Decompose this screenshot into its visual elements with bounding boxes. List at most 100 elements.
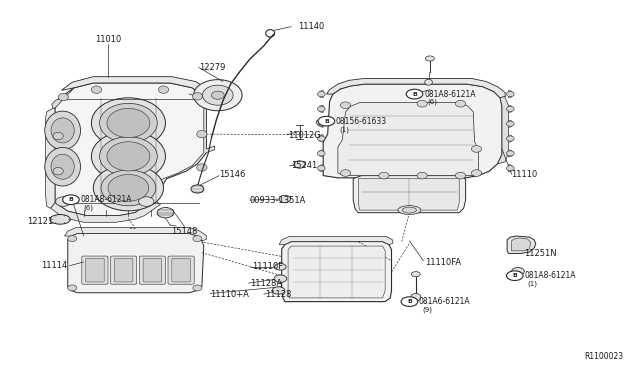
Ellipse shape	[379, 172, 389, 179]
Text: 11251N: 11251N	[524, 249, 557, 258]
Text: (9): (9)	[422, 307, 432, 313]
Ellipse shape	[193, 80, 242, 111]
Ellipse shape	[506, 166, 514, 171]
Text: 081A8-6121A: 081A8-6121A	[524, 271, 576, 280]
Ellipse shape	[506, 121, 514, 126]
FancyBboxPatch shape	[140, 256, 166, 284]
Ellipse shape	[403, 207, 417, 213]
Ellipse shape	[56, 197, 71, 206]
Ellipse shape	[317, 151, 325, 156]
Ellipse shape	[417, 100, 428, 107]
Ellipse shape	[412, 272, 420, 277]
Text: B: B	[412, 92, 417, 97]
Polygon shape	[319, 90, 323, 98]
Circle shape	[401, 297, 418, 307]
Ellipse shape	[196, 131, 207, 138]
Polygon shape	[508, 105, 513, 113]
Ellipse shape	[317, 121, 325, 126]
Ellipse shape	[506, 151, 514, 156]
Ellipse shape	[108, 174, 148, 201]
Ellipse shape	[411, 294, 421, 301]
FancyBboxPatch shape	[82, 256, 108, 284]
Text: 11110+A: 11110+A	[210, 290, 249, 299]
Ellipse shape	[157, 208, 173, 218]
Polygon shape	[508, 120, 513, 128]
Text: 11110FA: 11110FA	[426, 258, 461, 267]
Polygon shape	[279, 236, 393, 244]
Text: 11012G: 11012G	[288, 131, 321, 141]
Polygon shape	[508, 90, 513, 98]
Polygon shape	[45, 108, 55, 208]
Ellipse shape	[58, 93, 68, 101]
Polygon shape	[319, 164, 323, 172]
Polygon shape	[358, 179, 460, 210]
Text: (6): (6)	[84, 205, 93, 211]
Ellipse shape	[506, 106, 514, 112]
Ellipse shape	[192, 93, 202, 100]
FancyBboxPatch shape	[86, 258, 104, 282]
Ellipse shape	[92, 98, 166, 148]
Text: 081A8-6121A: 081A8-6121A	[424, 90, 476, 99]
FancyBboxPatch shape	[172, 258, 190, 282]
Polygon shape	[338, 103, 478, 176]
Circle shape	[406, 89, 423, 99]
Polygon shape	[319, 150, 323, 157]
FancyBboxPatch shape	[115, 258, 133, 282]
Ellipse shape	[471, 170, 481, 176]
Ellipse shape	[274, 275, 287, 282]
Polygon shape	[508, 164, 513, 172]
Circle shape	[506, 271, 523, 280]
Ellipse shape	[45, 147, 81, 186]
FancyBboxPatch shape	[168, 256, 194, 284]
Polygon shape	[508, 135, 513, 142]
Polygon shape	[65, 228, 206, 241]
Text: (1): (1)	[527, 280, 538, 287]
Ellipse shape	[193, 285, 202, 291]
Ellipse shape	[317, 166, 325, 171]
Ellipse shape	[68, 285, 77, 291]
Ellipse shape	[107, 108, 150, 138]
Text: 12121: 12121	[27, 217, 53, 226]
Polygon shape	[319, 120, 323, 128]
Ellipse shape	[159, 86, 169, 93]
Polygon shape	[61, 77, 211, 97]
Ellipse shape	[100, 103, 157, 142]
Ellipse shape	[51, 154, 74, 179]
Text: B: B	[324, 119, 329, 124]
Ellipse shape	[398, 206, 421, 215]
Text: 08156-61633: 08156-61633	[336, 117, 387, 126]
FancyBboxPatch shape	[143, 258, 162, 282]
Ellipse shape	[211, 91, 224, 99]
Text: B: B	[513, 273, 517, 278]
Ellipse shape	[191, 185, 204, 193]
Ellipse shape	[417, 172, 428, 179]
Ellipse shape	[101, 170, 156, 206]
Text: (1): (1)	[339, 126, 349, 132]
Ellipse shape	[294, 161, 305, 168]
Ellipse shape	[340, 170, 351, 176]
Ellipse shape	[317, 92, 325, 97]
Ellipse shape	[506, 136, 514, 141]
Text: 11010: 11010	[95, 35, 121, 44]
Polygon shape	[151, 95, 214, 203]
Text: 081A6-6121A: 081A6-6121A	[419, 297, 470, 306]
Ellipse shape	[471, 145, 481, 152]
Polygon shape	[55, 83, 206, 216]
Ellipse shape	[456, 100, 466, 107]
FancyBboxPatch shape	[111, 256, 137, 284]
Ellipse shape	[425, 79, 433, 85]
Ellipse shape	[68, 235, 77, 241]
Ellipse shape	[92, 131, 166, 182]
Text: 11114: 11114	[42, 261, 68, 270]
Ellipse shape	[202, 85, 233, 105]
Ellipse shape	[53, 132, 63, 140]
Ellipse shape	[93, 165, 164, 211]
Polygon shape	[282, 241, 392, 302]
Ellipse shape	[193, 235, 202, 241]
Text: R1100023: R1100023	[584, 352, 623, 361]
Ellipse shape	[272, 287, 285, 294]
Text: (6): (6)	[428, 99, 437, 106]
Ellipse shape	[51, 118, 74, 143]
Circle shape	[63, 195, 79, 205]
Text: B: B	[68, 197, 74, 202]
